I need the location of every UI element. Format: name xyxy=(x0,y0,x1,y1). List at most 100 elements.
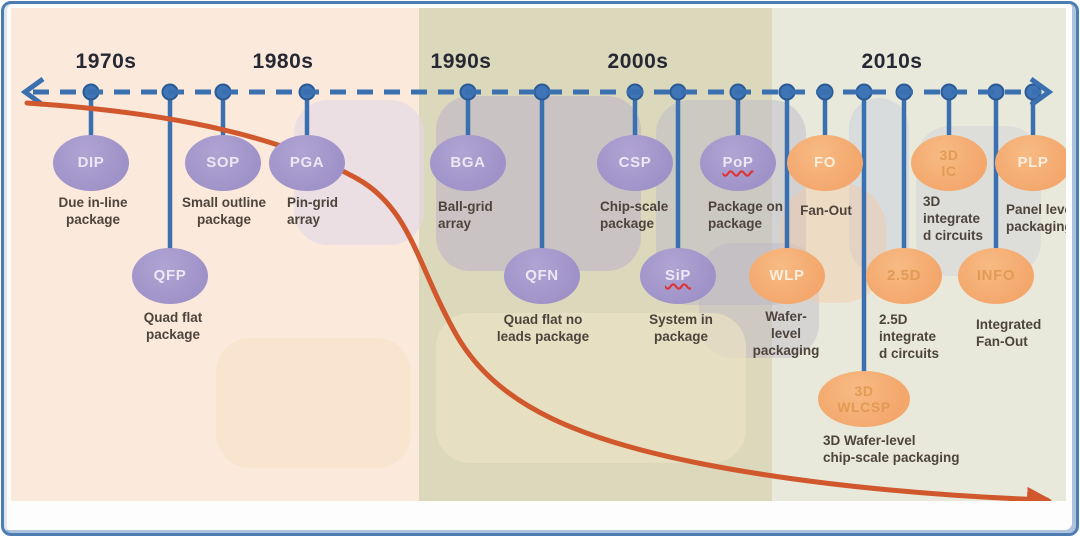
bubble-dip: DIP xyxy=(53,135,129,191)
milestone-pins xyxy=(82,83,1042,377)
caption-sip: System in package xyxy=(649,311,713,345)
scale-label-1um: 1um xyxy=(992,500,1043,501)
bubble-csp: CSP xyxy=(597,135,673,191)
caption-25d: 2.5D integrate d circuits xyxy=(879,311,939,362)
caption-3dic: 3D integrate d circuits xyxy=(923,193,983,244)
caption-line: Wafer- xyxy=(765,309,807,324)
caption-line: d circuits xyxy=(923,228,984,243)
caption-line: Pin-grid xyxy=(287,195,338,210)
bubble-label: FO xyxy=(813,154,837,171)
caption-line: Quad flat xyxy=(143,310,203,325)
caption-line: package xyxy=(600,216,655,231)
caption-line: 3D Wafer-level xyxy=(823,433,916,448)
miniaturization-curve xyxy=(24,100,1052,501)
caption-line: package xyxy=(708,216,763,231)
bubble-label: PoP xyxy=(722,154,754,171)
watermark-blob xyxy=(216,338,411,468)
caption-line: 2.5D xyxy=(879,312,908,327)
bubble-label: 3D xyxy=(854,383,874,399)
bubble-3dic: 3D IC xyxy=(911,135,987,191)
watermark-blob xyxy=(436,313,746,463)
bubble-bga: BGA xyxy=(430,135,506,191)
timeline-arrow-left xyxy=(20,76,45,108)
caption-qfn: Quad flat no leads package xyxy=(497,311,589,345)
bubble-wlcsp3d: 3D WLCSP xyxy=(818,371,910,427)
caption-line: packaging xyxy=(752,343,820,358)
caption-line: Panel level xyxy=(1006,202,1066,217)
caption-line: array xyxy=(287,212,321,227)
scale-label-10um: 10um xyxy=(757,500,822,501)
caption-line: Due in-line xyxy=(58,195,128,210)
bubble-label: PLP xyxy=(1017,154,1049,171)
bubble-info: INFO xyxy=(958,248,1034,304)
caption-line: package xyxy=(196,212,252,227)
caption-line: Small outline xyxy=(181,195,267,210)
caption-fo: Fan-Out xyxy=(800,202,852,219)
caption-line: Integrated xyxy=(976,317,1042,332)
bubble-label: 3D xyxy=(939,147,959,163)
caption-line: System in xyxy=(649,312,713,327)
bubble-label: SiP xyxy=(665,267,691,284)
bubble-label: CSP xyxy=(618,154,652,171)
timeline-arrow-right xyxy=(1029,76,1054,108)
bubble-label: IC xyxy=(941,163,957,179)
caption-bga: Ball-grid array xyxy=(438,198,493,232)
bubble-label: QFP xyxy=(153,267,187,284)
caption-line: array xyxy=(438,216,472,231)
caption-line: package xyxy=(653,329,709,344)
diagram-canvas: 1970s 1980s 1990s 2000s 2010s DIP Due in-line… xyxy=(11,8,1066,501)
caption-wlcsp3d: 3D Wafer-level chip-scale packaging xyxy=(823,432,960,466)
bubble-25d: 2.5D xyxy=(866,248,942,304)
caption-line: integrate xyxy=(923,211,981,226)
caption-plp: Panel level packaging xyxy=(1006,201,1066,235)
bubble-qfp: QFP xyxy=(132,248,208,304)
caption-sop: Small outline package xyxy=(182,194,266,228)
caption-line: Fan-Out xyxy=(800,203,852,218)
caption-line: package xyxy=(65,212,121,227)
timeline-graphics xyxy=(20,76,1054,501)
caption-line: Chip-scale xyxy=(600,199,669,214)
caption-line: chip-scale packaging xyxy=(823,450,960,465)
bubble-pop: PoP xyxy=(700,135,776,191)
scale-label-100um: 100um xyxy=(403,500,482,501)
caption-line: Ball-grid xyxy=(438,199,493,214)
caption-line: package xyxy=(145,327,201,342)
decade-label: 2000s xyxy=(607,50,669,73)
bubble-qfn: QFN xyxy=(504,248,580,304)
bubble-plp: PLP xyxy=(995,135,1066,191)
caption-wlp: Wafer-level packaging xyxy=(753,308,820,359)
decade-label: 1980s xyxy=(252,50,314,73)
bubble-label: QFN xyxy=(525,267,559,284)
decade-label: 1970s xyxy=(75,50,137,73)
bubble-label: WLP xyxy=(769,267,805,284)
bubble-label: 2.5D xyxy=(886,267,922,284)
caption-pop: Package on package xyxy=(708,198,783,232)
bubble-label: WLCSP xyxy=(837,399,891,415)
scale-label-1000um: 1000um xyxy=(74,500,167,501)
caption-pga: Pin-grid array xyxy=(287,194,338,228)
caption-line: packaging xyxy=(1006,219,1066,234)
caption-line: Package on xyxy=(708,199,784,214)
caption-info: Integrated Fan-Out xyxy=(976,316,1041,350)
caption-line: 3D xyxy=(923,194,941,209)
bubble-label: SOP xyxy=(206,154,240,171)
bubble-label: BGA xyxy=(450,154,486,171)
caption-line: integrate xyxy=(879,329,937,344)
caption-csp: Chip-scale package xyxy=(600,198,668,232)
caption-line: d circuits xyxy=(879,346,940,361)
bubble-label: PGA xyxy=(289,154,325,171)
caption-qfp: Quad flat package xyxy=(144,309,203,343)
bubble-sip: SiP xyxy=(640,248,716,304)
caption-line: Fan-Out xyxy=(976,334,1028,349)
bubble-label: DIP xyxy=(77,154,105,171)
caption-line: level xyxy=(770,326,802,341)
decade-label: 2010s xyxy=(861,50,923,73)
bubble-wlp: WLP xyxy=(749,248,825,304)
caption-line: Quad flat no xyxy=(503,312,583,327)
bubble-label: INFO xyxy=(976,267,1016,284)
bubble-fo: FO xyxy=(787,135,863,191)
watermark-blob xyxy=(849,98,909,273)
decade-label: 1990s xyxy=(430,50,492,73)
